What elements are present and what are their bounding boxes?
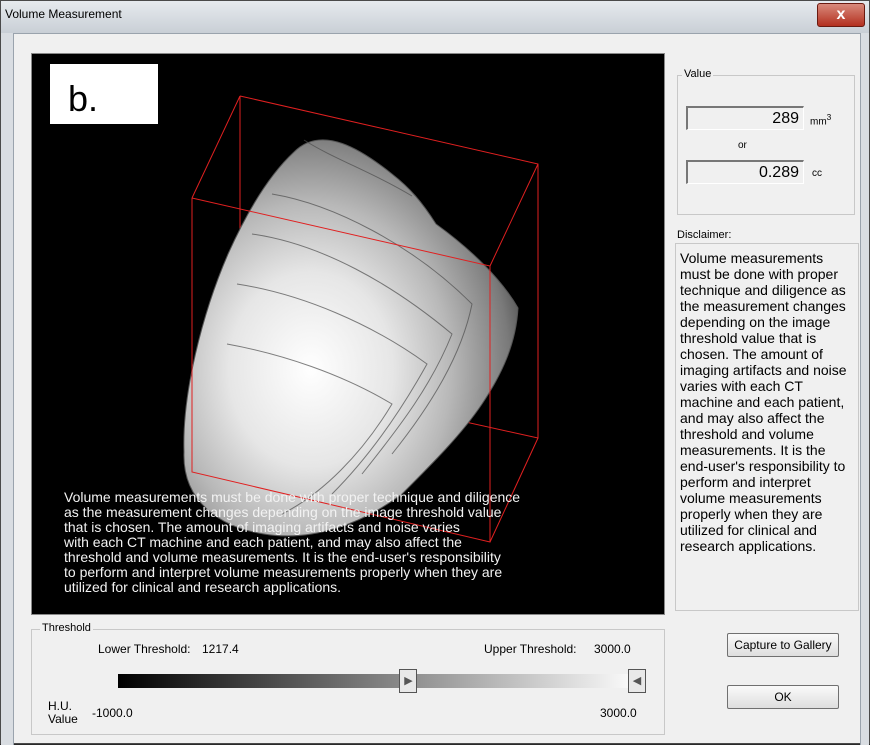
threshold-group: Threshold Lower Threshold: 1217.4 Upper …	[31, 622, 665, 735]
disclaimer-line: and may also affect the	[680, 410, 825, 426]
disclaimer-line: measurements. It is the	[680, 442, 826, 458]
lower-threshold-label: Lower Threshold:	[98, 642, 191, 656]
volume-render	[183, 95, 539, 543]
lower-threshold-value: 1217.4	[202, 642, 239, 656]
cc-unit-label: cc	[812, 168, 822, 179]
disclaimer-line: research applications.	[680, 538, 817, 554]
lower-threshold-handle[interactable]: ▶	[399, 669, 418, 693]
title-bar[interactable]: Volume Measurement x	[1, 1, 869, 34]
close-button[interactable]: x	[817, 3, 865, 27]
disclaimer-line: properly when they are	[680, 506, 823, 522]
window-right-frame	[860, 33, 869, 745]
overlay-line: that is chosen. The amount of imaging ar…	[64, 519, 460, 535]
disclaimer-line: threshold and volume	[680, 426, 814, 442]
overlay-line: utilized for clinical and research appli…	[64, 579, 342, 595]
disclaimer-line: imaging artifacts and noise	[680, 362, 847, 378]
render-viewport[interactable]: b. Volume measurements must be done with…	[31, 53, 665, 615]
volume-mm3-field[interactable]: 289	[686, 106, 804, 130]
box-edge	[489, 163, 539, 267]
disclaimer-line: machine and each patient,	[680, 394, 845, 410]
overlay-line: to perform and interpret volume measurem…	[64, 564, 503, 580]
value-group: Value 289 mm3 or 0.289 cc	[677, 68, 855, 215]
disclaimer-text-box: Volume measurements must be done with pr…	[675, 243, 859, 611]
disclaimer-line: end-user's responsibility to	[680, 458, 846, 474]
window-title: Volume Measurement	[5, 7, 122, 21]
hu-grayscale-slider-track[interactable]	[118, 674, 642, 688]
viewport-disclaimer-overlay: Volume measurements must be done with pr…	[64, 490, 624, 595]
upper-threshold-label: Upper Threshold:	[484, 642, 577, 656]
box-edge	[489, 437, 539, 543]
upper-threshold-handle[interactable]: ◀	[628, 669, 646, 693]
left-triangle-icon: ◀	[632, 675, 642, 687]
disclaimer-line: Volume measurements	[680, 250, 824, 266]
box-edge	[191, 95, 241, 199]
hu-min-value: -1000.0	[92, 706, 133, 720]
right-triangle-icon: ▶	[404, 675, 413, 687]
threshold-group-label: Threshold	[40, 622, 93, 634]
disclaimer-line: perform and interpret	[680, 474, 811, 490]
overlay-line: as the measurement changes depending on …	[64, 504, 502, 520]
capture-to-gallery-button[interactable]: Capture to Gallery	[727, 633, 839, 657]
disclaimer-line: the measurement changes	[680, 298, 846, 314]
disclaimer-line: depending on the image	[680, 314, 831, 330]
overlay-line: Volume measurements must be done with pr…	[64, 489, 521, 505]
volume-cc-field[interactable]: 0.289	[686, 160, 804, 184]
box-front-face	[191, 197, 491, 543]
overlay-line: threshold and volume measurements. It is…	[64, 549, 501, 565]
disclaimer-line: utilized for clinical and	[680, 522, 817, 538]
disclaimer-line: technique and diligence as	[680, 282, 846, 298]
disclaimer-label: Disclaimer:	[677, 229, 732, 241]
overlay-line: with each CT machine and each patient, a…	[64, 534, 462, 550]
ok-button[interactable]: OK	[727, 685, 839, 709]
upper-threshold-value: 3000.0	[594, 642, 631, 656]
mm3-unit-label: mm3	[810, 112, 832, 128]
contour-bands	[226, 139, 473, 515]
window-left-frame	[1, 33, 14, 745]
hu-value-label: H.U. Value	[48, 699, 78, 726]
panel-label: b.	[50, 64, 158, 124]
or-label: or	[738, 140, 747, 151]
disclaimer-line: must be done with proper	[680, 266, 838, 282]
disclaimer-line: threshold value that is	[680, 330, 817, 346]
hu-max-value: 3000.0	[600, 706, 637, 720]
disclaimer-line: varies with each CT	[680, 378, 803, 394]
disclaimer-line: chosen. The amount of	[680, 346, 823, 362]
disclaimer-line: volume measurements	[680, 490, 822, 506]
value-group-label: Value	[682, 68, 714, 80]
segmented-structure	[183, 139, 519, 537]
